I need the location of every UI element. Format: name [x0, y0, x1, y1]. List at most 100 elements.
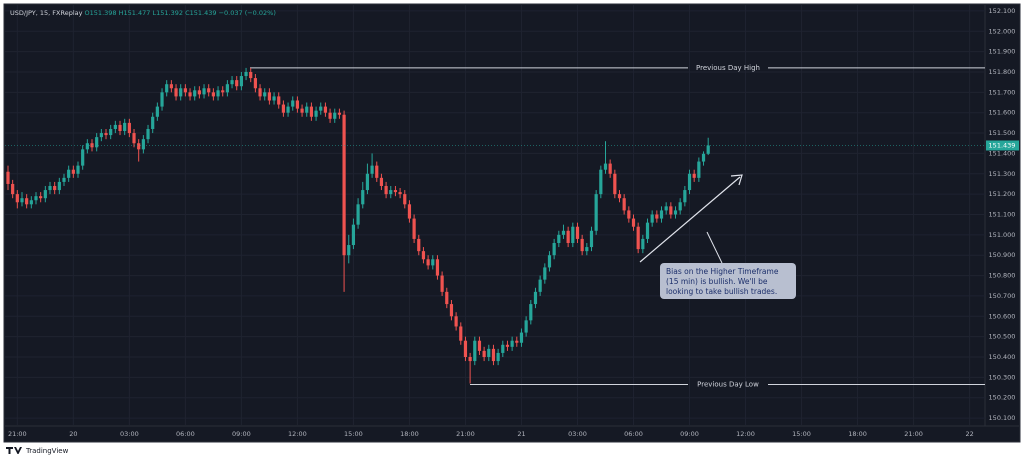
candle-body [29, 200, 33, 205]
last-price-box [986, 140, 1019, 151]
y-tick-label: 150.700 [989, 292, 1016, 300]
candle-body [505, 344, 510, 347]
candle-body [631, 218, 636, 227]
candle-body [608, 163, 612, 174]
x-tick-label: 22 [965, 430, 973, 438]
candle-body [43, 190, 47, 199]
x-tick-label: 03:00 [120, 430, 139, 438]
candle-body [295, 100, 300, 109]
candle-body [575, 226, 580, 239]
candle-body [6, 171, 10, 184]
x-tick-label: 18:00 [400, 430, 419, 438]
candle-body [547, 255, 552, 268]
last-price-label: 151.439 [989, 141, 1016, 149]
y-tick-label: 151.900 [989, 48, 1016, 56]
candle-body [263, 92, 267, 97]
candle-body [687, 173, 692, 191]
candle-body [309, 106, 314, 117]
candle-body [603, 163, 608, 170]
candle-body [216, 90, 220, 97]
candle-body [239, 76, 243, 87]
candle-body [197, 90, 201, 95]
level-label: Previous Day Low [697, 380, 759, 388]
level-label: Previous Day High [696, 64, 760, 72]
candle-body [622, 198, 626, 211]
candle-body [81, 149, 85, 166]
candle-body [211, 92, 215, 97]
candle-body [468, 357, 472, 362]
candle-body [347, 245, 351, 256]
candle-body [370, 165, 374, 174]
y-tick-label: 151.400 [989, 149, 1016, 157]
candle-body [683, 190, 687, 203]
ohlc-change: −0.037 (−0.02%) [219, 9, 276, 17]
candle-body [487, 348, 491, 358]
candle-body [146, 128, 150, 140]
x-tick-label: 15:00 [344, 430, 363, 438]
symbol: USD/JPY, 15, FXReplay [10, 9, 83, 17]
y-tick-label: 150.500 [989, 333, 1016, 341]
candle-body [566, 230, 570, 243]
x-tick-label: 18:00 [848, 430, 867, 438]
y-tick-label: 151.500 [989, 129, 1016, 137]
candle-body [179, 88, 183, 97]
ohlc-open: O151.398 [85, 9, 117, 17]
logo-icon [6, 447, 22, 454]
candle-body [15, 194, 19, 203]
candle-body [225, 84, 229, 93]
candle-body [174, 88, 178, 97]
y-tick-label: 150.600 [989, 312, 1016, 320]
candle-body [193, 90, 197, 97]
candle-body [431, 259, 435, 266]
candle-body [230, 80, 234, 85]
candle-body [53, 185, 57, 191]
x-tick-label: 21:00 [456, 430, 475, 438]
candle-body [188, 92, 192, 97]
x-tick-label: 06:00 [176, 430, 195, 438]
candle-body [67, 169, 71, 178]
candle-body [99, 133, 103, 138]
candle-body [701, 153, 706, 162]
candle-body [692, 173, 696, 178]
candle-body [272, 96, 276, 101]
callout-box [660, 263, 796, 299]
x-tick-label: 21 [517, 430, 525, 438]
candle-body [417, 238, 421, 252]
candle-body [165, 84, 169, 93]
y-tick-label: 150.800 [989, 272, 1016, 280]
candle-body [678, 202, 682, 211]
candle-body [403, 194, 407, 205]
candle-body [580, 238, 584, 252]
y-tick-label: 151.200 [989, 190, 1016, 198]
trend-arrow-head [730, 174, 743, 186]
candle-body [538, 279, 542, 292]
candle-body [39, 196, 43, 199]
candle-body [449, 304, 454, 317]
x-tick-label: 09:00 [232, 430, 251, 438]
candle-body [407, 204, 412, 219]
x-tick-label: 12:00 [288, 430, 307, 438]
candle-body [445, 291, 449, 305]
callout-text: Bias on the Higher Timeframe [666, 267, 779, 276]
candle-body [337, 112, 342, 115]
candle-body [375, 165, 379, 178]
candle-body [249, 71, 253, 79]
candle-body [515, 340, 519, 343]
candle-body [305, 106, 309, 113]
candle-body [389, 190, 393, 195]
y-tick-label: 151.300 [989, 170, 1016, 178]
candle-body [599, 169, 603, 195]
candle-body [314, 110, 318, 117]
candle-body [155, 106, 159, 117]
candle-body [281, 104, 285, 113]
candle-body [95, 137, 99, 148]
candle-body [351, 224, 356, 246]
y-tick-label: 151.600 [989, 109, 1016, 117]
candle-body [132, 133, 136, 144]
candle-body [291, 100, 295, 107]
candle-body [613, 173, 617, 195]
trend-arrow [639, 176, 741, 263]
candle-body [473, 340, 477, 362]
candle-body [426, 259, 430, 266]
candle-body [328, 112, 332, 119]
